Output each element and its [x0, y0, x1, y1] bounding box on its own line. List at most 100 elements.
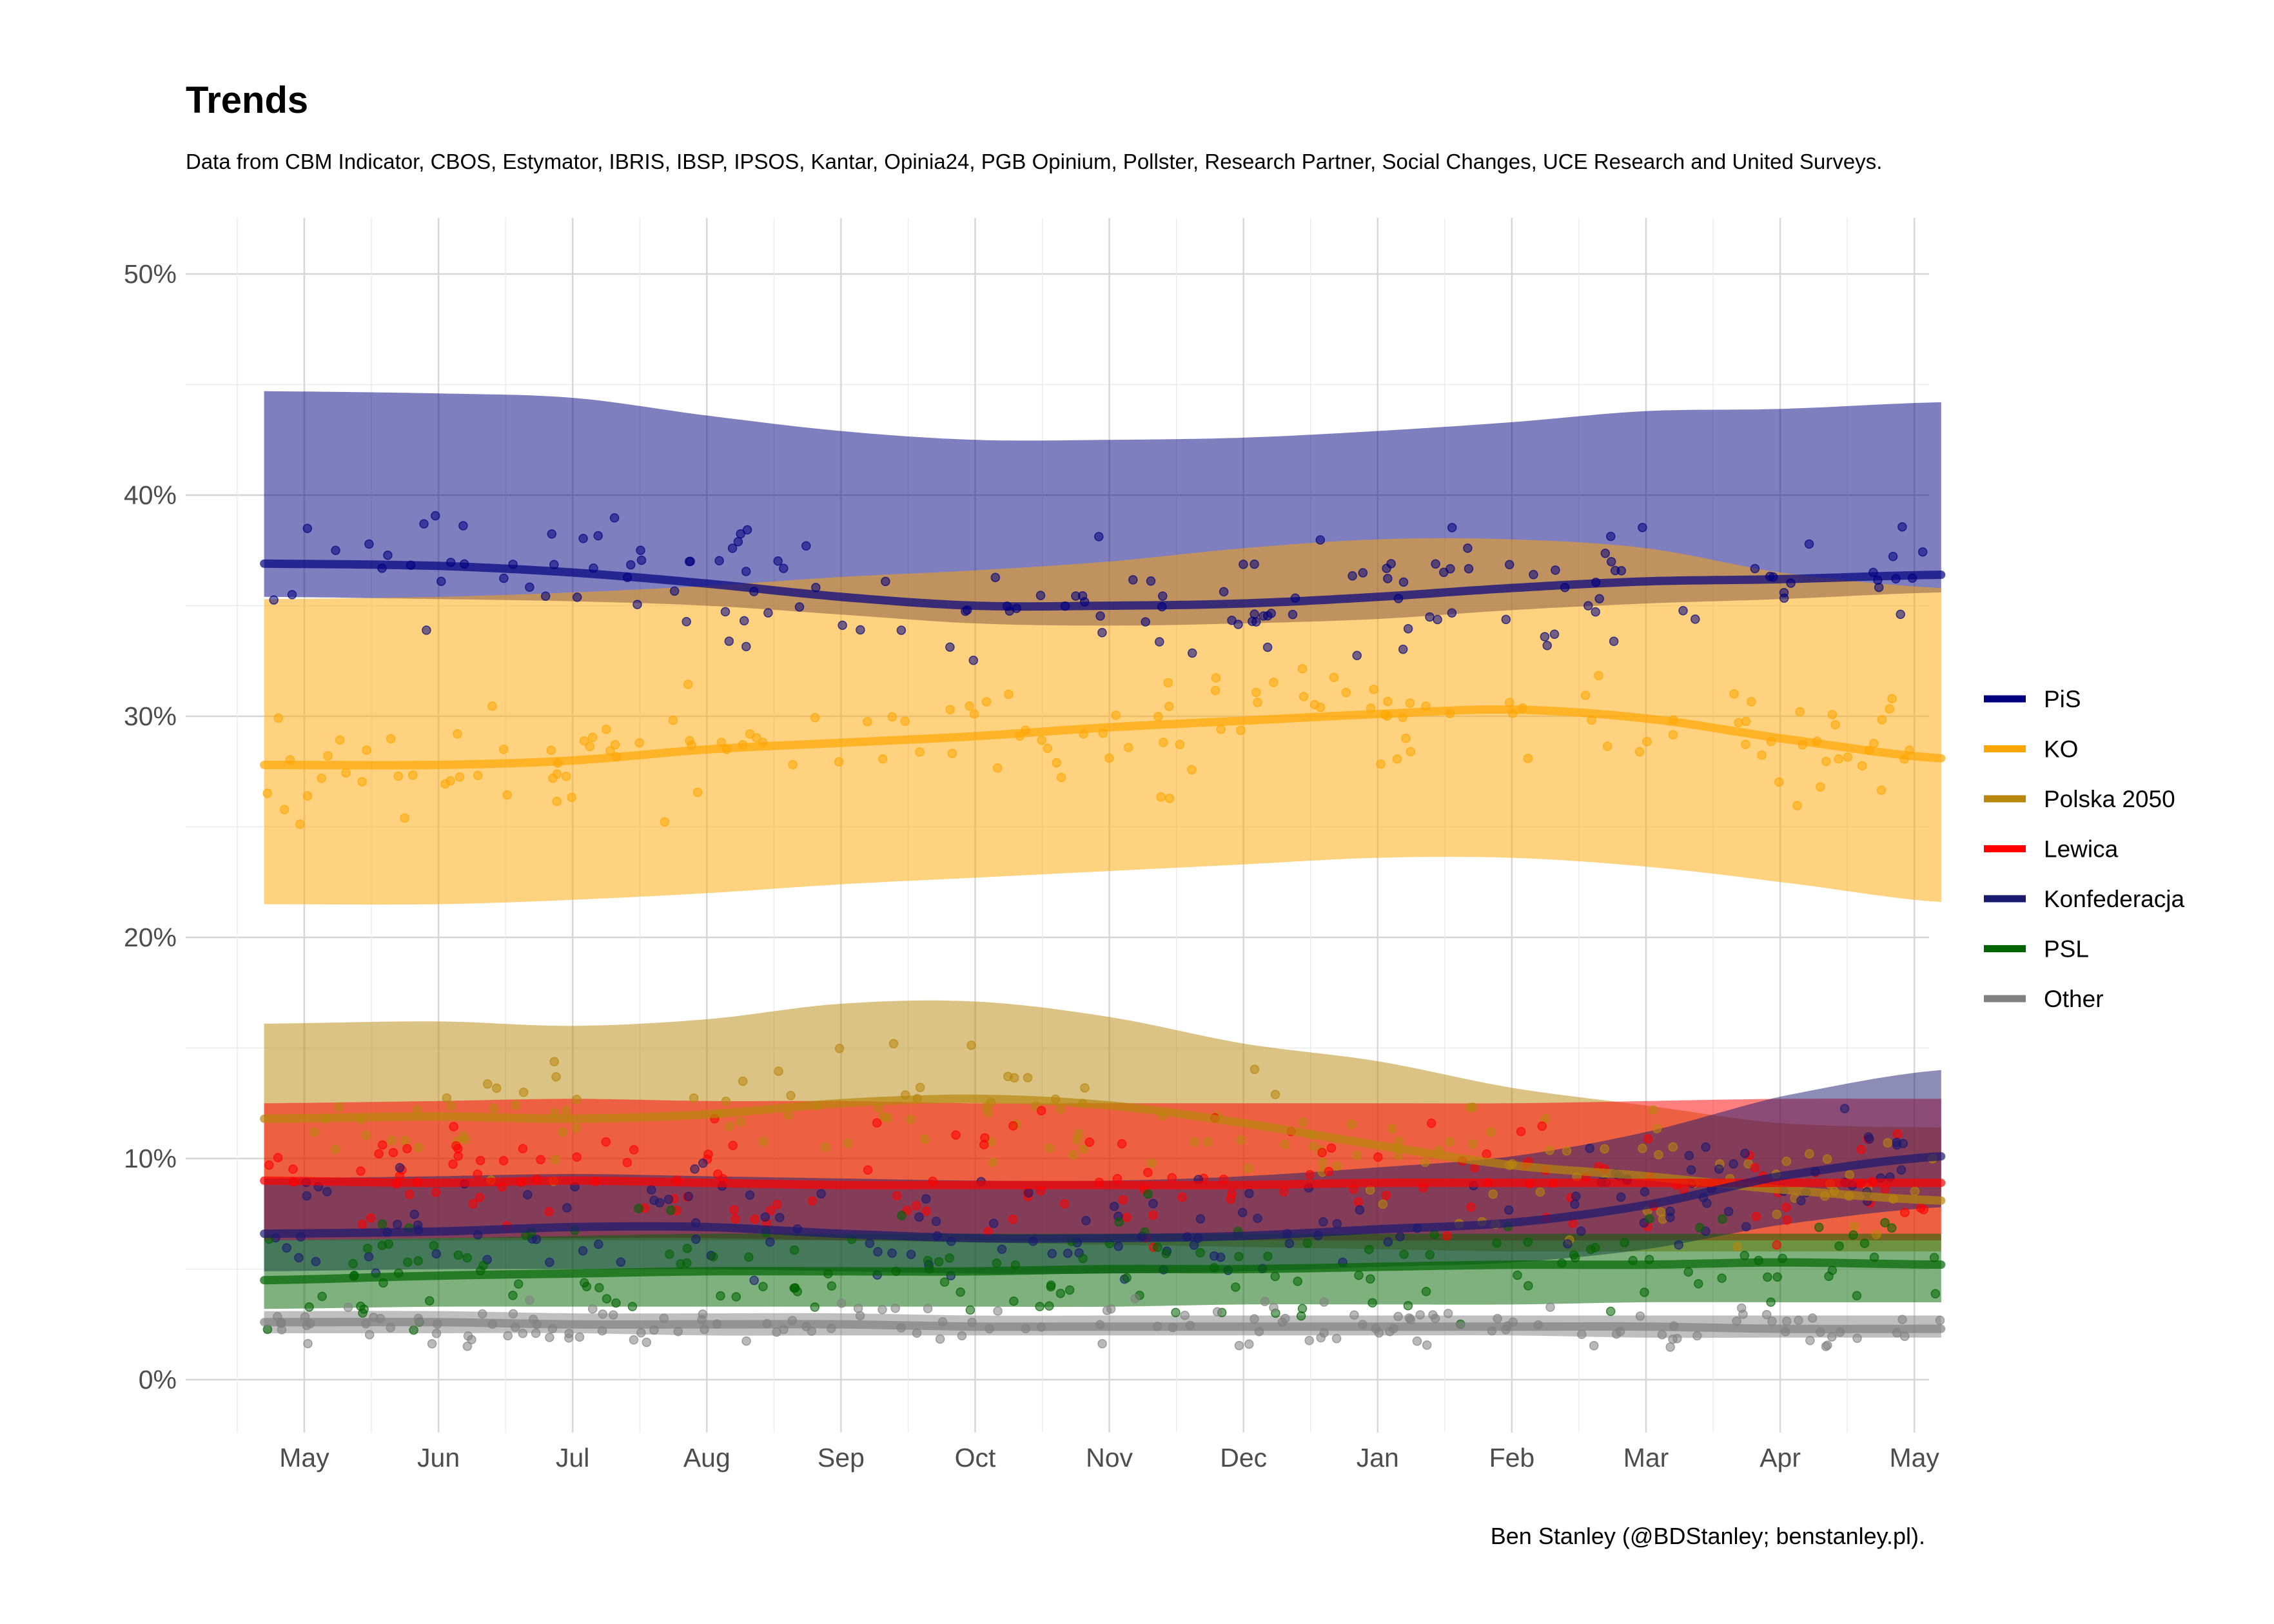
poll-point-pis [739, 616, 749, 626]
poll-point-konfederacja [1684, 1151, 1694, 1160]
y-tick-label: 40% [124, 480, 177, 510]
poll-point-ko [561, 772, 571, 781]
trend-line-other [260, 1318, 1946, 1333]
poll-point-polska-2050 [843, 1139, 853, 1148]
poll-point-other [598, 1309, 608, 1319]
poll-point-ko [1580, 690, 1591, 700]
poll-point-pis [1262, 642, 1273, 652]
poll-point-pis [499, 573, 509, 583]
poll-point-ko [834, 757, 844, 767]
poll-point-psl [897, 1211, 907, 1220]
poll-point-ko [1153, 712, 1163, 721]
poll-point-ko [1792, 801, 1802, 810]
poll-point-polska-2050 [1652, 1124, 1662, 1133]
poll-point-psl [409, 1325, 418, 1335]
poll-point-lewica [622, 1157, 632, 1168]
poll-point-konfederacja [302, 1191, 312, 1201]
poll-point-pis [720, 607, 730, 617]
poll-point-polska-2050 [774, 1066, 783, 1076]
poll-point-ko [1594, 670, 1603, 681]
poll-point-konfederacja [1796, 1196, 1806, 1206]
poll-point-ko [1887, 694, 1897, 703]
poll-point-ko [1216, 724, 1226, 734]
poll-point-pis [547, 529, 557, 539]
poll-point-ko [473, 770, 483, 780]
poll-point-ko [752, 733, 761, 743]
poll-point-polska-2050 [1445, 1137, 1455, 1147]
poll-point-konfederacja [1216, 1252, 1226, 1262]
poll-point-polska-2050 [442, 1093, 452, 1103]
poll-point-psl [1078, 1253, 1088, 1264]
poll-point-psl [304, 1302, 314, 1312]
poll-point-pis [1233, 620, 1243, 629]
trend-line-pis [260, 559, 1946, 611]
poll-point-pis [1464, 563, 1474, 574]
poll-point-konfederacja [1616, 1192, 1626, 1202]
poll-point-other [993, 1306, 1003, 1316]
poll-point-psl [1171, 1307, 1181, 1318]
poll-point-pis [626, 560, 636, 570]
poll-point-ko [683, 680, 693, 689]
poll-point-konfederacja [690, 1164, 700, 1174]
poll-point-pis [458, 521, 468, 531]
poll-point-pis [419, 519, 429, 529]
poll-point-psl [317, 1291, 327, 1302]
poll-point-polska-2050 [549, 1057, 559, 1066]
poll-point-konfederacja [1665, 1206, 1675, 1217]
poll-point-polska-2050 [783, 1110, 794, 1120]
poll-point-pis [1095, 611, 1105, 621]
poll-point-ko [1876, 785, 1887, 795]
poll-point-ko [1827, 710, 1838, 719]
poll-point-polska-2050 [1420, 1157, 1430, 1168]
poll-point-pis [1529, 570, 1538, 580]
poll-point-pis [945, 642, 955, 652]
chart-subtitle: Data from CBM Indicator, CBOS, Estymator… [186, 150, 1883, 173]
chart-title: Trends [186, 79, 309, 121]
poll-point-psl [1153, 1242, 1162, 1252]
poll-point-psl [1718, 1214, 1727, 1224]
poll-point-lewica [1516, 1126, 1526, 1137]
poll-point-polska-2050 [1298, 1117, 1308, 1128]
poll-point-psl [1524, 1281, 1533, 1291]
poll-point-lewica [1143, 1168, 1153, 1177]
poll-point-lewica [1227, 1189, 1237, 1198]
poll-point-ko [502, 790, 512, 800]
poll-point-ko [1341, 687, 1351, 698]
poll-point-ko [1187, 765, 1197, 775]
poll-point-psl [1143, 1189, 1153, 1199]
poll-point-ko [1210, 685, 1220, 696]
poll-point-polska-2050 [966, 1041, 976, 1050]
poll-point-konfederacja [616, 1257, 626, 1267]
poll-point-ko [1392, 754, 1402, 764]
poll-point-pis [1348, 571, 1357, 581]
poll-point-pis [1896, 609, 1905, 620]
poll-point-pis [1035, 591, 1046, 600]
poll-point-konfederacja [282, 1243, 291, 1253]
poll-point-ko [1251, 687, 1261, 698]
poll-point-lewica [357, 1219, 368, 1229]
poll-point-pis [724, 636, 734, 646]
poll-point-pis [1158, 591, 1168, 601]
poll-point-psl [602, 1294, 612, 1304]
poll-point-ko [1211, 673, 1221, 683]
trend-lines [260, 559, 1946, 1333]
poll-point-pis [1504, 560, 1514, 570]
poll-point-lewica [475, 1193, 485, 1202]
poll-point-lewica [388, 1148, 398, 1158]
poll-point-lewica [1442, 1231, 1452, 1241]
poll-point-lewica [449, 1122, 458, 1131]
poll-point-pis [1094, 532, 1104, 542]
poll-point-konfederacja [594, 1239, 603, 1249]
poll-point-psl [1263, 1251, 1273, 1261]
poll-point-pis [1431, 559, 1440, 569]
poll-point-pis [838, 620, 847, 631]
poll-point-psl [1046, 1282, 1056, 1292]
poll-point-polska-2050 [551, 1071, 561, 1082]
poll-point-lewica [377, 1140, 387, 1150]
poll-point-pis [1540, 632, 1550, 641]
poll-point-psl [1429, 1229, 1439, 1239]
poll-point-other [587, 1304, 598, 1314]
poll-point-other [1736, 1303, 1747, 1313]
poll-point-pis [1383, 574, 1393, 583]
